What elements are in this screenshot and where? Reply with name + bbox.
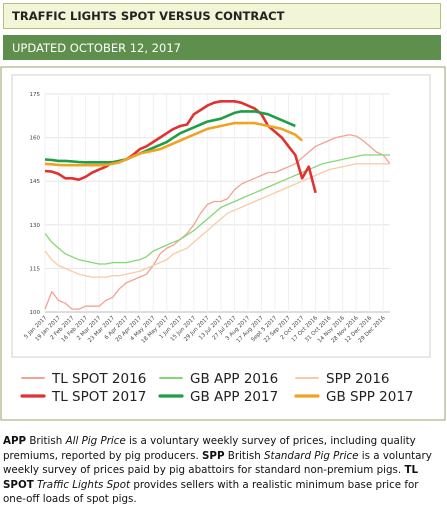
note-text: APP: [3, 435, 27, 447]
legend-label: TL SPOT 2017: [51, 389, 146, 405]
y-tick-label: 145: [30, 179, 41, 185]
series-line: [44, 110, 296, 164]
series-line: [44, 121, 303, 167]
note-text: is a voluntary weekly survey of prices, …: [3, 435, 416, 462]
note-text: TL SPOT: [3, 464, 419, 491]
y-tick-label: 115: [30, 266, 41, 272]
series-line: [44, 154, 390, 265]
note-text: SPP: [201, 449, 225, 462]
y-tick-label: 100: [30, 310, 41, 316]
updated-bar: UPDATED OCTOBER 12, 2017: [3, 35, 441, 60]
note: APP British All Pig Price is a voluntary…: [3, 434, 443, 507]
legend-label: GB APP 2016: [190, 371, 278, 387]
note-text: Traffic Lights Spot: [37, 478, 131, 491]
legend-label: SPP 2016: [326, 371, 390, 387]
note-text: All Pig Price: [65, 435, 126, 447]
note-text: British: [224, 449, 264, 462]
series-line: [44, 100, 317, 194]
title-bar: TRAFFIC LIGHTS SPOT VERSUS CONTRACT: [3, 3, 441, 29]
updated-date: UPDATED OCTOBER 12, 2017: [12, 41, 181, 55]
note-text: provides sellers with a realistic minimu…: [3, 478, 419, 506]
legend-label: GB APP 2017: [190, 389, 278, 405]
series-line: [44, 134, 391, 310]
y-tick-label: 130: [30, 223, 41, 229]
y-tick-label: 160: [30, 136, 41, 142]
y-tick-label: 175: [30, 92, 41, 98]
note-text: is a voluntary weekly survey of prices p…: [3, 449, 432, 477]
page-title: TRAFFIC LIGHTS SPOT VERSUS CONTRACT: [12, 9, 285, 23]
series-line: [44, 163, 390, 278]
note-text: Standard Pig Price: [264, 449, 359, 462]
legend-label: GB SPP 2017: [326, 389, 414, 405]
note-text: British: [26, 435, 66, 447]
legend-label: TL SPOT 2016: [51, 371, 146, 387]
